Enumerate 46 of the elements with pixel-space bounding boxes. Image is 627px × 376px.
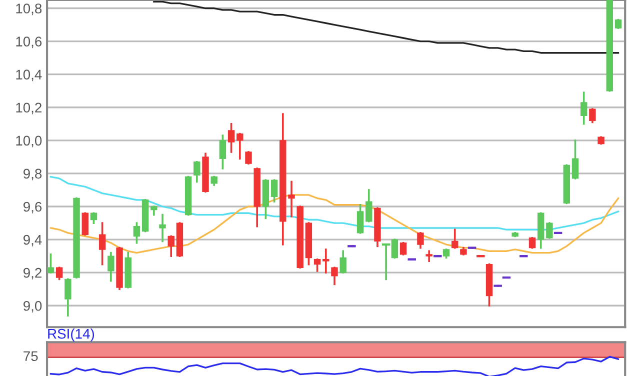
candlestick xyxy=(452,228,458,249)
candlestick xyxy=(572,140,579,180)
candlestick xyxy=(228,123,235,153)
y-tick-label: 9,8 xyxy=(24,168,42,180)
candlestick xyxy=(331,266,338,286)
candlestick xyxy=(417,232,424,249)
candlestick xyxy=(356,204,364,234)
candlestick xyxy=(168,235,174,257)
candlestick xyxy=(219,134,226,170)
line-series xyxy=(153,0,620,54)
candlestick xyxy=(528,237,536,249)
chart-title: RSI(14) xyxy=(48,328,94,342)
candlestick xyxy=(159,214,166,242)
candlestick xyxy=(245,151,252,164)
candlestick xyxy=(64,278,72,316)
candlestick xyxy=(82,212,88,236)
candlestick xyxy=(108,252,114,282)
candlestick xyxy=(288,180,295,218)
y-tick-label: 9,4 xyxy=(24,234,42,246)
y-tick-label: 9,6 xyxy=(24,202,42,214)
y-tick-label: 10,2 xyxy=(16,102,42,114)
candlestick xyxy=(314,258,321,272)
y-tick-label: 10,4 xyxy=(16,70,42,82)
y-tick-label: 10,6 xyxy=(16,36,42,48)
candlestick xyxy=(47,254,54,274)
candlestick xyxy=(546,222,553,239)
text: 75 xyxy=(24,351,38,362)
candlestick xyxy=(194,161,200,183)
candlestick xyxy=(589,108,596,124)
candlestick xyxy=(426,250,432,262)
line-series xyxy=(50,194,620,254)
candlestick xyxy=(236,132,244,160)
candlestick xyxy=(366,189,372,222)
candlestick xyxy=(90,212,98,224)
candlestick xyxy=(133,222,140,244)
candlestick xyxy=(400,242,407,256)
y-tick-label: 10,0 xyxy=(16,136,42,148)
y-tick-label: 9,0 xyxy=(24,300,42,312)
y-tick-label: 10,8 xyxy=(16,4,42,16)
y-tick-label: 9,2 xyxy=(24,268,42,280)
candlestick xyxy=(270,179,278,202)
candlestick xyxy=(322,248,330,274)
candlestick xyxy=(98,222,106,266)
candlestick xyxy=(580,92,588,125)
candlestick xyxy=(340,250,346,274)
candlestick xyxy=(56,266,63,280)
